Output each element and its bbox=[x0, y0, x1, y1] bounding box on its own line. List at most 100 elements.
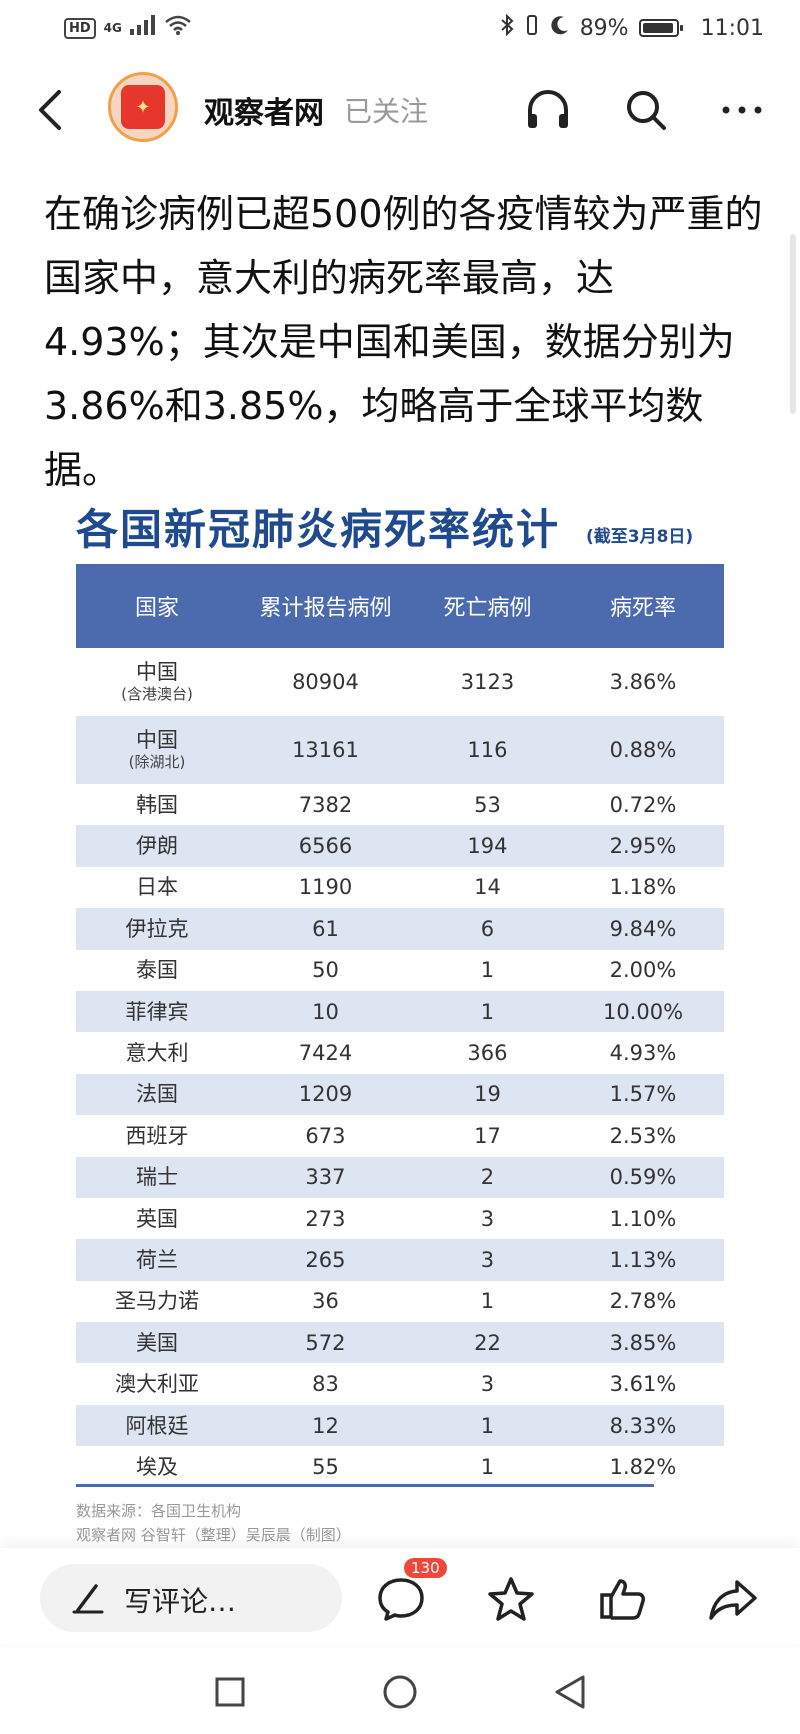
cell-deaths: 1 bbox=[412, 1404, 562, 1447]
cell-deaths: 2 bbox=[412, 1156, 562, 1198]
recent-apps-button[interactable] bbox=[210, 1672, 250, 1712]
death-rate-table: 国家 累计报告病例 死亡病例 病死率 中国 (含港澳台) 80904 3123 3.86… bbox=[76, 564, 724, 1488]
status-left: HD 4G bbox=[64, 14, 192, 42]
table-row: 中国 (含港澳台) 80904 3123 3.86% bbox=[76, 648, 724, 716]
cell-cases: 61 bbox=[238, 908, 413, 950]
cell-rate: 2.95% bbox=[561, 825, 724, 867]
share-icon[interactable] bbox=[704, 1570, 762, 1628]
cell-cases: 273 bbox=[305, 1206, 346, 1231]
cell-rate: 2.78% bbox=[609, 1289, 677, 1314]
cell-country: 中国 (含港澳台) bbox=[76, 648, 238, 716]
system-navigation-bar bbox=[0, 1644, 800, 1734]
scrollbar[interactable] bbox=[790, 234, 796, 414]
cell-cases: 673 bbox=[305, 1123, 346, 1148]
cell-cases: 7424 bbox=[298, 1041, 353, 1066]
comment-icon[interactable] bbox=[372, 1570, 430, 1628]
cell-country: 中国 (除湖北) bbox=[76, 716, 238, 784]
cell-country: 阿根廷 bbox=[76, 1404, 238, 1447]
country-name: 中国 bbox=[136, 660, 178, 684]
country-name: 泰国 bbox=[136, 958, 178, 983]
cell-rate: 1.13% bbox=[561, 1239, 724, 1281]
footnote-credit: 观察者网 谷智轩（整理）吴辰晨（制图） bbox=[76, 1526, 351, 1544]
cell-cases: 265 bbox=[238, 1239, 413, 1281]
cell-cases: 7382 bbox=[298, 792, 353, 817]
signal-4g-label: 4G bbox=[103, 21, 122, 35]
comment-input[interactable]: 写评论… bbox=[40, 1564, 342, 1632]
bottom-action-bar: 写评论… 130 bbox=[0, 1548, 800, 1644]
table-row: 菲律宾 10 1 10.00% bbox=[76, 990, 724, 1033]
country-note: (含港澳台) bbox=[121, 685, 193, 703]
country-name: 美国 bbox=[136, 1330, 178, 1355]
cell-cases: 13161 bbox=[238, 716, 413, 784]
status-right: 89% 11:01 bbox=[500, 13, 764, 42]
cell-country: 韩国 bbox=[76, 784, 238, 825]
cell-rate: 1.57% bbox=[561, 1073, 724, 1116]
search-icon[interactable] bbox=[622, 86, 670, 134]
cell-deaths: 53 bbox=[474, 792, 501, 817]
cell-cases: 6566 bbox=[238, 825, 413, 867]
cell-deaths: 3 bbox=[480, 1372, 495, 1397]
more-icon[interactable] bbox=[718, 86, 766, 134]
cell-rate: 1.18% bbox=[609, 875, 677, 900]
table-row: 荷兰 265 3 1.13% bbox=[76, 1239, 724, 1281]
table-row: 瑞士 337 2 0.59% bbox=[76, 1156, 724, 1198]
cell-cases: 12 bbox=[238, 1404, 413, 1447]
cell-rate: 0.59% bbox=[561, 1156, 724, 1198]
cell-rate: 8.33% bbox=[561, 1404, 724, 1447]
infographic-title: 各国新冠肺炎病死率统计 bbox=[76, 505, 561, 554]
table-header-row: 国家 累计报告病例 死亡病例 病死率 bbox=[76, 564, 724, 648]
comment-count-badge: 130 bbox=[404, 1558, 447, 1578]
cell-country: 英国 bbox=[76, 1198, 238, 1239]
table-row: 法国 1209 19 1.57% bbox=[76, 1073, 724, 1116]
cell-rate: 3.61% bbox=[609, 1372, 677, 1397]
star-icon[interactable] bbox=[482, 1570, 540, 1628]
table-row: 伊拉克 61 6 9.84% bbox=[76, 908, 724, 950]
country-note: (除湖北) bbox=[128, 753, 186, 771]
country-name: 圣马力诺 bbox=[115, 1289, 199, 1314]
cell-cases: 572 bbox=[238, 1322, 413, 1364]
cell-deaths: 1 bbox=[480, 1289, 495, 1314]
clock: 11:01 bbox=[700, 15, 764, 41]
cell-rate: 1.82% bbox=[609, 1454, 677, 1479]
source-name[interactable]: 观察者网 bbox=[204, 96, 324, 131]
table-bottom-border bbox=[76, 1484, 654, 1487]
cell-cases: 337 bbox=[238, 1156, 413, 1198]
cell-deaths: 14 bbox=[474, 875, 501, 900]
country-name: 中国 bbox=[136, 728, 178, 752]
header-rate: 病死率 bbox=[561, 564, 724, 648]
home-button[interactable] bbox=[380, 1672, 420, 1712]
cell-cases: 83 bbox=[312, 1372, 339, 1397]
status-bar: HD 4G 89% 11:01 bbox=[0, 0, 800, 60]
table-row: 意大利 7424 366 4.93% bbox=[76, 1032, 724, 1073]
cell-rate: 3.85% bbox=[561, 1322, 724, 1364]
cell-cases: 10 bbox=[238, 990, 413, 1033]
source-avatar[interactable]: ✦ bbox=[108, 72, 178, 142]
cell-cases: 1190 bbox=[298, 875, 353, 900]
table-row: 韩国 7382 53 0.72% bbox=[76, 784, 724, 825]
cell-rate: 3.86% bbox=[609, 670, 677, 694]
cell-country: 澳大利亚 bbox=[76, 1363, 238, 1404]
header-cases: 累计报告病例 bbox=[238, 564, 413, 648]
country-name: 埃及 bbox=[136, 1454, 178, 1479]
cell-cases: 50 bbox=[312, 958, 339, 983]
table-row: 圣马力诺 36 1 2.78% bbox=[76, 1281, 724, 1322]
table-row: 西班牙 673 17 2.53% bbox=[76, 1115, 724, 1156]
table-row: 伊朗 6566 194 2.95% bbox=[76, 825, 724, 867]
headphone-icon[interactable] bbox=[524, 86, 572, 134]
system-back-button[interactable] bbox=[550, 1672, 590, 1712]
thumbs-up-icon[interactable] bbox=[594, 1570, 652, 1628]
cell-deaths: 1 bbox=[480, 1454, 495, 1479]
table-row: 泰国 50 1 2.00% bbox=[76, 950, 724, 991]
cell-deaths: 19 bbox=[412, 1073, 562, 1116]
cell-country: 泰国 bbox=[76, 950, 238, 991]
table-row: 澳大利亚 83 3 3.61% bbox=[76, 1363, 724, 1404]
cell-deaths: 6 bbox=[412, 908, 562, 950]
cell-deaths: 3 bbox=[412, 1239, 562, 1281]
red-envelope-icon: ✦ bbox=[121, 85, 165, 129]
follow-button[interactable]: 已关注 bbox=[344, 95, 429, 128]
comment-placeholder: 写评论… bbox=[124, 1585, 237, 1618]
footnote-source: 数据来源：各国卫生机构 bbox=[76, 1502, 242, 1520]
country-name: 日本 bbox=[136, 875, 178, 900]
back-button[interactable] bbox=[20, 80, 80, 140]
cell-deaths: 1 bbox=[480, 958, 495, 983]
